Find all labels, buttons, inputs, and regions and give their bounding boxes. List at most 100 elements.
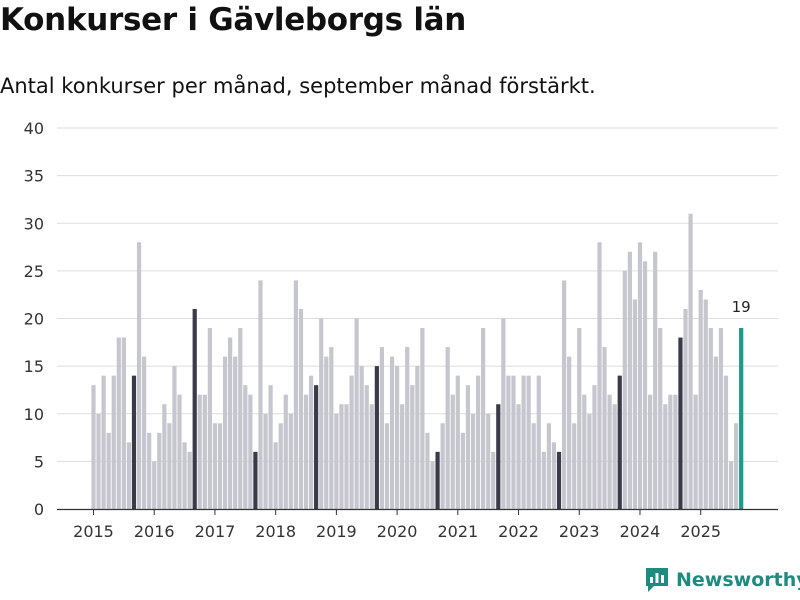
bar — [546, 423, 551, 509]
y-axis-ticks: 0 5 10 15 20 25 30 35 40 — [24, 119, 44, 519]
bar — [460, 432, 465, 509]
bar — [319, 318, 324, 509]
y-tick-label: 5 — [34, 452, 44, 471]
x-tick-label: 2022 — [498, 522, 539, 541]
bar — [410, 385, 415, 509]
bar — [481, 328, 486, 509]
bar — [278, 423, 283, 509]
bar — [425, 432, 430, 509]
bar — [541, 451, 546, 509]
bar — [577, 328, 582, 509]
bar — [283, 394, 288, 509]
x-tick-label: 2019 — [316, 522, 357, 541]
bar — [516, 404, 521, 509]
bar — [131, 375, 137, 509]
bar — [354, 318, 359, 509]
bar — [450, 394, 455, 509]
bar — [734, 423, 739, 509]
bar — [521, 375, 526, 509]
y-tick-label: 10 — [24, 405, 44, 424]
x-tick-label: 2020 — [377, 522, 418, 541]
bar — [374, 366, 379, 510]
bar — [561, 280, 567, 509]
bar — [587, 413, 592, 509]
bar — [607, 394, 612, 509]
bar — [612, 404, 617, 509]
bar — [293, 280, 298, 509]
bar — [663, 404, 668, 509]
x-tick-label: 2025 — [680, 522, 721, 541]
x-tick-label: 2017 — [195, 522, 236, 541]
bar — [303, 394, 309, 509]
bar — [592, 385, 597, 509]
bar — [713, 356, 718, 509]
bar — [678, 337, 683, 509]
bar — [491, 451, 496, 509]
bar — [253, 451, 258, 509]
bar — [339, 404, 344, 509]
bar — [415, 366, 420, 510]
bar — [420, 328, 425, 509]
bar — [430, 461, 435, 510]
bar — [222, 356, 228, 509]
bar — [632, 299, 638, 509]
bar — [723, 375, 729, 509]
bar — [147, 432, 152, 509]
bar — [658, 328, 663, 509]
x-axis: 2015 2016 2017 2018 2019 2020 2021 2022 2023 2024… — [57, 508, 778, 541]
bar — [501, 318, 506, 509]
bar — [718, 328, 724, 509]
bars — [91, 213, 744, 510]
y-tick-label: 15 — [24, 357, 44, 376]
bar — [389, 356, 395, 509]
bar — [405, 347, 410, 509]
bar — [556, 451, 562, 509]
bar — [567, 356, 572, 509]
bar — [136, 242, 142, 510]
bar — [177, 394, 182, 509]
bar — [212, 423, 218, 509]
bar — [233, 356, 238, 509]
bar — [653, 251, 658, 509]
chart-subtitle: Antal konkurser per månad, september mån… — [0, 74, 596, 98]
bar — [106, 432, 111, 509]
bar — [324, 356, 329, 509]
bar — [470, 413, 476, 509]
bar — [187, 451, 192, 509]
bar — [126, 442, 132, 509]
bar — [364, 385, 369, 509]
bar — [384, 423, 390, 509]
bar — [627, 251, 632, 509]
bar — [142, 356, 147, 509]
bar — [329, 347, 334, 509]
y-tick-label: 35 — [24, 167, 44, 186]
bar — [298, 308, 304, 509]
bar — [698, 289, 703, 509]
bar — [334, 413, 339, 509]
bar — [101, 375, 106, 509]
bar — [622, 270, 627, 510]
bar — [693, 394, 698, 509]
bar — [217, 423, 223, 509]
bar — [238, 328, 243, 509]
bar — [192, 308, 197, 509]
bar — [728, 461, 734, 510]
bar — [496, 404, 501, 509]
y-tick-label: 30 — [24, 214, 44, 233]
brand[interactable]: Newsworthy — [644, 566, 800, 594]
bar — [683, 308, 688, 509]
bar — [162, 404, 167, 509]
chart-title: Konkurser i Gävleborgs län — [0, 2, 467, 38]
y-tick-label: 0 — [34, 500, 44, 519]
bar — [263, 413, 268, 509]
bar — [637, 242, 643, 510]
bar — [288, 413, 293, 509]
bar — [369, 404, 374, 509]
bar — [597, 242, 602, 510]
bar — [273, 442, 278, 509]
bar — [258, 280, 263, 509]
bar — [526, 375, 531, 509]
bar — [642, 261, 648, 509]
bar — [673, 394, 678, 509]
bar — [440, 423, 445, 509]
